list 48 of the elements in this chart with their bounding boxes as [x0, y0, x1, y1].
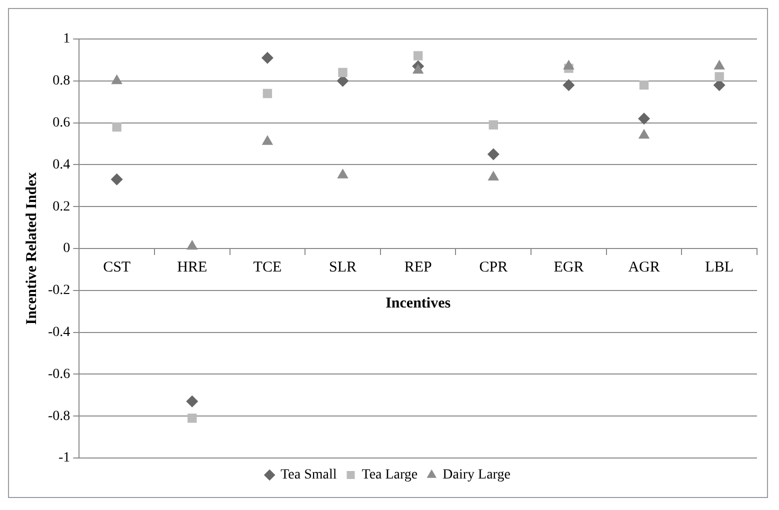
x-axis-title: Incentives	[386, 295, 451, 312]
y-tick-label: 0.2	[52, 199, 70, 214]
point	[338, 68, 348, 78]
point	[337, 168, 348, 178]
x-tick-label: EGR	[554, 259, 584, 276]
x-tick-label: HRE	[177, 259, 208, 276]
point	[186, 240, 198, 250]
x-tick-label: LBL	[705, 259, 734, 276]
point	[262, 88, 272, 98]
y-tick-label: 0.4	[52, 157, 70, 172]
point	[188, 414, 197, 423]
y-tick-label: 1	[63, 32, 70, 47]
y-tick-label: -0.8	[48, 408, 70, 424]
point	[262, 135, 274, 145]
point	[413, 51, 423, 60]
point	[261, 52, 274, 64]
y-tick-label: -0.4	[48, 324, 70, 340]
y-tick-label: -0.2	[48, 283, 70, 298]
legend-label: Tea Small	[280, 468, 337, 483]
x-tick-label: CPR	[479, 259, 508, 276]
y-tick-label: 0.6	[52, 115, 70, 130]
point	[112, 122, 122, 132]
point	[488, 120, 498, 130]
x-tick-label: CST	[103, 259, 131, 276]
x-tick-label: REP	[404, 259, 432, 276]
point	[487, 148, 500, 160]
x-tick-label: AGR	[628, 259, 660, 276]
point	[639, 80, 649, 90]
point	[638, 112, 650, 125]
y-tick-label: 0	[63, 241, 70, 256]
legend-label: Dairy Large	[442, 468, 510, 483]
point	[488, 170, 500, 181]
point	[563, 60, 574, 70]
x-tick-label: SLR	[329, 259, 357, 276]
point	[562, 79, 575, 92]
point	[110, 173, 123, 186]
point	[111, 74, 122, 84]
point	[714, 60, 725, 70]
point	[638, 128, 650, 139]
legend-label: Tea Large	[362, 468, 418, 483]
point	[186, 395, 198, 408]
x-tick-label: TCE	[253, 259, 282, 276]
y-axis-title: Incentive Related Index	[24, 172, 40, 325]
point	[412, 64, 424, 74]
y-tick-label: 0.8	[52, 74, 70, 89]
y-tick-label: -0.6	[48, 366, 70, 382]
point	[714, 72, 724, 82]
y-tick-label: -1	[58, 450, 70, 466]
